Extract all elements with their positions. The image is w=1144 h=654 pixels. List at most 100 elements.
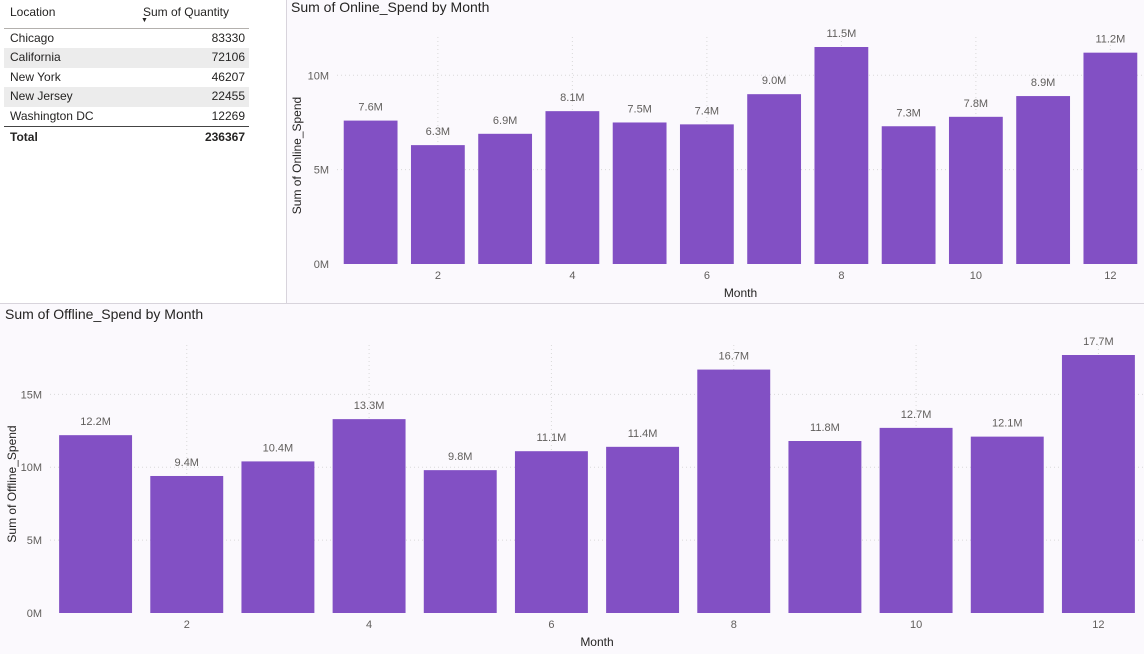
- x-tick-label: 2: [184, 619, 190, 631]
- location-cell: California: [10, 50, 61, 65]
- bar[interactable]: [970, 436, 1044, 613]
- bar[interactable]: [59, 435, 133, 613]
- chart-title: Sum of Offline_Spend by Month: [5, 306, 203, 322]
- quantity-cell: 83330: [211, 31, 245, 45]
- y-axis-label: Sum of Online_Spend: [290, 97, 304, 214]
- bar[interactable]: [545, 111, 600, 264]
- data-label: 7.5M: [627, 103, 651, 115]
- bar[interactable]: [150, 475, 224, 613]
- quantity-cell: 22455: [211, 89, 245, 104]
- data-label: 13.3M: [354, 400, 385, 412]
- data-label: 11.4M: [628, 428, 658, 440]
- y-axis-label: Sum of Offline_Spend: [5, 425, 19, 542]
- total-value: 236367: [204, 129, 245, 144]
- quantity-table: Location Sum of Quantity ▼ Chicago 83330…: [4, 2, 249, 147]
- data-label: 12.1M: [992, 418, 1023, 430]
- sort-descending-icon[interactable]: ▼: [141, 17, 148, 24]
- location-cell: New Jersey: [10, 89, 73, 104]
- bar[interactable]: [410, 145, 465, 264]
- bar[interactable]: [1083, 52, 1138, 264]
- bar[interactable]: [1061, 355, 1135, 613]
- y-tick-label: 5M: [27, 535, 42, 547]
- total-label: Total: [10, 129, 38, 144]
- table-header: Location Sum of Quantity ▼: [4, 2, 249, 29]
- data-label: 11.8M: [810, 422, 840, 434]
- y-tick-label: 0M: [314, 259, 329, 271]
- bar[interactable]: [788, 441, 862, 613]
- table-row[interactable]: Washington DC 12269: [4, 107, 249, 126]
- bar[interactable]: [612, 122, 667, 264]
- data-label: 9.4M: [175, 457, 199, 469]
- x-tick-label: 4: [569, 270, 575, 282]
- table-row[interactable]: Chicago 83330: [4, 29, 249, 48]
- x-tick-label: 10: [910, 619, 922, 631]
- offline-spend-chart: Sum of Offline_Spend by Month 0M 5M 10M 15M 2…: [5, 306, 1144, 649]
- data-label: 8.1M: [560, 92, 584, 104]
- quantity-cell: 12269: [211, 108, 245, 123]
- x-tick-label: 12: [1092, 619, 1104, 631]
- bar[interactable]: [478, 133, 533, 264]
- bar[interactable]: [1016, 96, 1071, 264]
- data-label: 7.4M: [695, 105, 719, 117]
- bar[interactable]: [814, 47, 869, 264]
- table-total-row: Total 236367: [4, 125, 249, 147]
- bar[interactable]: [343, 120, 398, 264]
- y-tick-label: 15M: [21, 389, 42, 401]
- x-tick-label: 12: [1104, 270, 1116, 282]
- x-tick-label: 6: [548, 619, 554, 631]
- bar[interactable]: [241, 461, 315, 613]
- y-tick-label: 10M: [21, 462, 42, 474]
- quantity-cell: 72106: [211, 50, 245, 65]
- x-tick-label: 4: [366, 619, 372, 631]
- bar[interactable]: [679, 124, 734, 264]
- bar[interactable]: [948, 116, 1003, 265]
- data-label: 7.3M: [896, 107, 920, 119]
- location-cell: Washington DC: [10, 108, 94, 123]
- bar[interactable]: [697, 369, 771, 613]
- data-label: 16.7M: [718, 351, 749, 363]
- table-row[interactable]: New Jersey 22455: [4, 87, 249, 107]
- bar[interactable]: [332, 419, 406, 613]
- table-row[interactable]: New York 46207: [4, 68, 249, 87]
- bar[interactable]: [879, 427, 953, 613]
- y-tick-label: 5M: [314, 165, 329, 177]
- data-label: 7.6M: [358, 102, 382, 114]
- data-label: 7.8M: [964, 98, 988, 110]
- y-tick-label: 10M: [308, 70, 329, 82]
- quantity-column-header[interactable]: Sum of Quantity: [142, 5, 229, 19]
- data-label: 12.2M: [80, 416, 111, 428]
- x-tick-label: 8: [731, 619, 737, 631]
- x-axis-label: Month: [580, 635, 613, 649]
- panel-divider-horizontal: [0, 303, 1144, 304]
- location-cell: New York: [10, 69, 61, 84]
- data-label: 11.5M: [826, 28, 856, 40]
- x-axis-label: Month: [724, 286, 757, 300]
- data-label: 17.7M: [1083, 336, 1114, 348]
- location-column-header[interactable]: Location: [10, 5, 56, 19]
- table-row[interactable]: California 72106: [4, 48, 249, 68]
- data-label: 6.9M: [493, 115, 517, 127]
- data-label: 10.4M: [263, 442, 294, 454]
- bar[interactable]: [514, 451, 588, 613]
- quantity-cell: 46207: [211, 69, 245, 84]
- x-tick-label: 6: [704, 270, 710, 282]
- data-label: 9.8M: [448, 451, 472, 463]
- data-label: 6.3M: [426, 126, 450, 138]
- data-label: 9.0M: [762, 75, 786, 87]
- chart-title: Sum of Online_Spend by Month: [291, 0, 489, 15]
- quantity-table-panel: Location Sum of Quantity ▼ Chicago 83330…: [0, 0, 286, 303]
- bar[interactable]: [747, 94, 802, 264]
- y-tick-label: 0M: [27, 608, 42, 620]
- bar[interactable]: [881, 126, 936, 265]
- data-label: 8.9M: [1031, 77, 1055, 89]
- online-spend-chart: Sum of Online_Spend by Month 0M 5M 10M 2 4 6 8 1…: [290, 0, 1144, 300]
- bar[interactable]: [423, 470, 497, 613]
- data-label: 11.2M: [1095, 34, 1125, 46]
- x-tick-label: 2: [435, 270, 441, 282]
- data-label: 12.7M: [901, 409, 932, 421]
- location-cell: Chicago: [10, 31, 55, 45]
- x-tick-label: 8: [838, 270, 844, 282]
- data-label: 11.1M: [537, 432, 567, 444]
- panel-divider-vertical: [286, 0, 287, 303]
- bar[interactable]: [606, 446, 680, 613]
